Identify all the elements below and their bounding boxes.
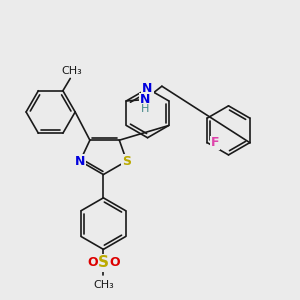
Text: S: S	[98, 255, 109, 270]
Text: CH₃: CH₃	[93, 280, 114, 290]
Text: CH₃: CH₃	[61, 65, 82, 76]
Text: O: O	[87, 256, 98, 269]
Text: N: N	[140, 93, 150, 106]
Text: N: N	[142, 82, 153, 95]
Text: O: O	[109, 256, 120, 269]
Text: H: H	[140, 104, 149, 114]
Text: F: F	[211, 136, 219, 149]
Text: S: S	[122, 154, 131, 167]
Text: N: N	[75, 154, 85, 167]
